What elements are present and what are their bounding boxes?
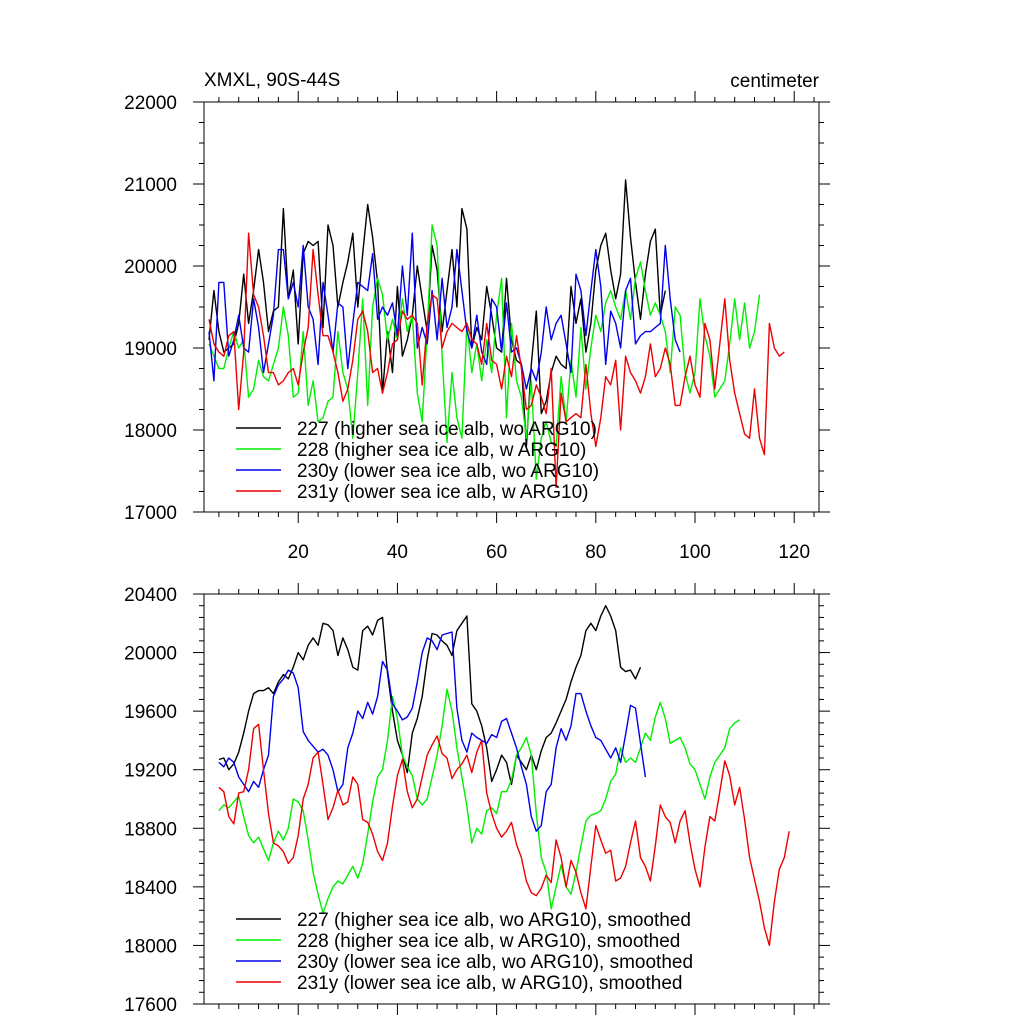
legend-label: 228 (higher sea ice alb, w ARG10), smoot… <box>297 931 680 952</box>
top-panel-series-230y <box>208 232 681 390</box>
bottom-panel-frame <box>203 593 820 1005</box>
y-tick-label: 22000 <box>124 93 177 114</box>
bottom-panel-legend: 227 (higher sea ice alb, wo ARG10), smoo… <box>236 910 693 994</box>
bottom-panel-series-228 <box>218 688 740 914</box>
legend-label: 231y (lower sea ice alb, w ARG10), smoot… <box>297 973 682 994</box>
legend-label: 231y (lower sea ice alb, w ARG10) <box>297 482 588 503</box>
x-tick-label: 40 <box>387 542 408 563</box>
y-tick-label: 17000 <box>124 503 177 524</box>
y-tick-label: 20400 <box>124 585 177 606</box>
bottom-panel-series-231y <box>218 723 790 947</box>
x-tick-label: 20 <box>288 542 309 563</box>
y-tick-label: 18000 <box>124 936 177 957</box>
y-tick-label: 20000 <box>124 644 177 665</box>
y-tick-label: 20000 <box>124 257 177 278</box>
bottom-panel: 17600 18000 18400 18800 19200 19600 20000 20400… <box>124 583 830 1016</box>
y-tick-label: 19000 <box>124 339 177 360</box>
top-panel-series <box>208 179 785 489</box>
y-tick-label: 18800 <box>124 819 177 840</box>
legend-label: 230y (lower sea ice alb, wo ARG10), smoo… <box>297 952 693 973</box>
legend-label: 228 (higher sea ice alb, w ARG10) <box>297 440 586 461</box>
top-panel-series-231y <box>208 232 785 489</box>
bottom-panel-series <box>218 605 790 947</box>
x-tick-label: 80 <box>585 542 606 563</box>
y-tick-label: 17600 <box>124 995 177 1016</box>
chart-title: XMXL, 90S-44S <box>204 70 340 91</box>
y-tick-label: 21000 <box>124 175 177 196</box>
bottom-panel-series-227 <box>218 605 642 786</box>
legend-label: 230y (lower sea ice alb, wo ARG10) <box>297 461 599 482</box>
x-tick-label: 100 <box>679 542 711 563</box>
top-panel-series-228 <box>208 224 761 480</box>
units-label: centimeter <box>730 71 819 92</box>
y-tick-label: 18400 <box>124 878 177 899</box>
y-tick-label: 18000 <box>124 421 177 442</box>
legend-label: 227 (higher sea ice alb, wo ARG10) <box>297 419 597 440</box>
legend-label: 227 (higher sea ice alb, wo ARG10), smoo… <box>297 910 691 931</box>
top-panel-series-227 <box>208 179 666 448</box>
bottom-panel-series-230y <box>218 631 647 832</box>
top-panel-ticks: 17000 18000 19000 20000 21000 22000 20 40 60 80 10… <box>124 91 830 563</box>
x-tick-label: 120 <box>778 542 810 563</box>
x-tick-label: 60 <box>486 542 507 563</box>
y-tick-label: 19200 <box>124 761 177 782</box>
y-tick-label: 19600 <box>124 702 177 723</box>
top-panel-legend: 227 (higher sea ice alb, wo ARG10)228 (h… <box>236 419 599 503</box>
bottom-panel-ticks: 17600 18000 18400 18800 19200 19600 20000 20400 <box>124 583 830 1016</box>
top-panel: 17000 18000 19000 20000 21000 22000 20 40 60 80 10… <box>124 91 830 563</box>
